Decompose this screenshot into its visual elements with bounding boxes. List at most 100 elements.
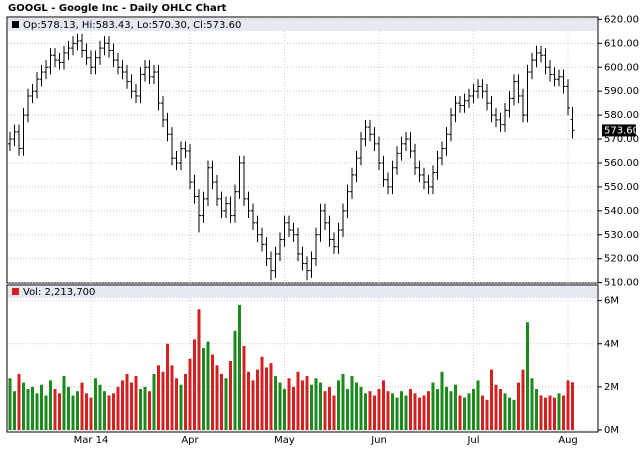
volume-bar — [85, 393, 88, 430]
y-tick-label: 610.00 — [604, 38, 639, 49]
volume-bar — [566, 380, 570, 430]
volume-bar — [445, 386, 448, 430]
volume-bar — [220, 373, 223, 430]
price-panel — [6, 16, 599, 284]
volume-bar — [107, 395, 111, 430]
volume-bar — [233, 330, 237, 430]
volume-bar — [350, 376, 354, 430]
volume-bar — [314, 378, 318, 430]
volume-bar — [170, 365, 174, 430]
volume-bar — [355, 382, 358, 430]
volume-bar — [458, 395, 462, 430]
volume-bar — [26, 389, 30, 430]
volume-bar — [562, 395, 565, 430]
volume-bar — [517, 382, 520, 430]
y-tick-label: 550.00 — [604, 182, 639, 193]
volume-bar — [530, 378, 534, 430]
volume-bar — [382, 380, 385, 430]
y-tick-label: 600.00 — [604, 62, 639, 73]
volume-bar — [467, 393, 471, 430]
volume-bar — [179, 384, 183, 430]
volume-bar — [409, 389, 412, 430]
volume-bar — [251, 380, 255, 430]
volume-bar — [247, 371, 250, 430]
volume-bar — [494, 384, 498, 430]
volume-bar — [323, 391, 327, 430]
volume-bar — [301, 380, 304, 430]
chart-title: GOOGL - Google Inc - Daily OHLC Chart — [8, 3, 227, 14]
volume-bar — [341, 373, 345, 430]
volume-bar — [557, 393, 561, 430]
y-tick-label: 530.00 — [604, 230, 639, 241]
volume-bar — [386, 391, 390, 430]
volume-bar — [116, 386, 120, 430]
volume-bar — [242, 345, 246, 430]
volume-bar — [274, 376, 277, 430]
volume-bar — [328, 386, 331, 430]
volume-bar — [422, 395, 426, 430]
price-legend-strip — [8, 18, 597, 31]
volume-bar — [332, 395, 336, 430]
volume-bar — [296, 371, 300, 430]
volume-bar — [130, 382, 133, 430]
y-tick-label: 590.00 — [604, 86, 639, 97]
volume-bar — [206, 341, 210, 430]
volume-bar — [310, 384, 313, 430]
volume-legend-strip — [8, 286, 597, 298]
y-tick-label: 540.00 — [604, 206, 639, 217]
volume-bar — [521, 369, 525, 430]
x-tick-label: Mar 14 — [74, 435, 109, 446]
volume-bar — [431, 382, 435, 430]
volume-bar — [8, 378, 12, 430]
volume-bar — [53, 389, 57, 430]
y-tick-label: 570.00 — [604, 134, 639, 145]
volume-bar — [512, 399, 516, 430]
x-tick-label: May — [274, 435, 295, 446]
volume-bar — [278, 382, 282, 430]
volume-bar — [526, 322, 529, 430]
volume-bar — [418, 397, 421, 430]
y-tick-label: 620.00 — [604, 14, 639, 25]
volume-bar — [152, 373, 156, 430]
y-tick-label: 580.00 — [604, 110, 639, 121]
volume-bar — [368, 391, 372, 430]
volume-bar — [292, 386, 295, 430]
volume-bar — [31, 386, 34, 430]
volume-bar — [215, 365, 219, 430]
volume-bar — [58, 393, 61, 430]
volume-bar — [80, 382, 84, 430]
volume-bar — [359, 386, 363, 430]
volume-bar — [346, 389, 349, 430]
volume-bar — [539, 395, 543, 430]
volume-bar — [175, 378, 178, 430]
volume-bar — [121, 380, 124, 430]
volume-bar — [427, 391, 430, 430]
volume-bar — [229, 361, 232, 430]
volume-bar — [508, 397, 511, 430]
volume-bar — [76, 391, 79, 430]
volume-bar — [436, 389, 439, 430]
volume-bar — [265, 367, 268, 430]
volume-bar — [481, 395, 484, 430]
x-tick-label: Apr — [181, 435, 199, 446]
volume-bar — [535, 389, 538, 430]
volume-bar — [184, 373, 187, 430]
volume-bar — [571, 382, 574, 430]
volume-bar — [391, 393, 394, 430]
volume-bar — [256, 369, 259, 430]
volume-bar — [44, 395, 48, 430]
volume-bar — [238, 304, 241, 430]
volume-bar — [503, 393, 507, 430]
volume-bar — [143, 386, 147, 430]
volume-bar — [103, 391, 106, 430]
volume-bar — [193, 339, 196, 430]
y-tick-label: 520.00 — [604, 254, 639, 265]
volume-bar — [548, 395, 552, 430]
volume-bar — [89, 397, 93, 430]
y-tick-label: 6M — [604, 296, 619, 307]
volume-bar — [463, 397, 466, 430]
volume-bar — [67, 386, 70, 430]
volume-bar — [377, 389, 381, 430]
volume-bar — [337, 380, 340, 430]
